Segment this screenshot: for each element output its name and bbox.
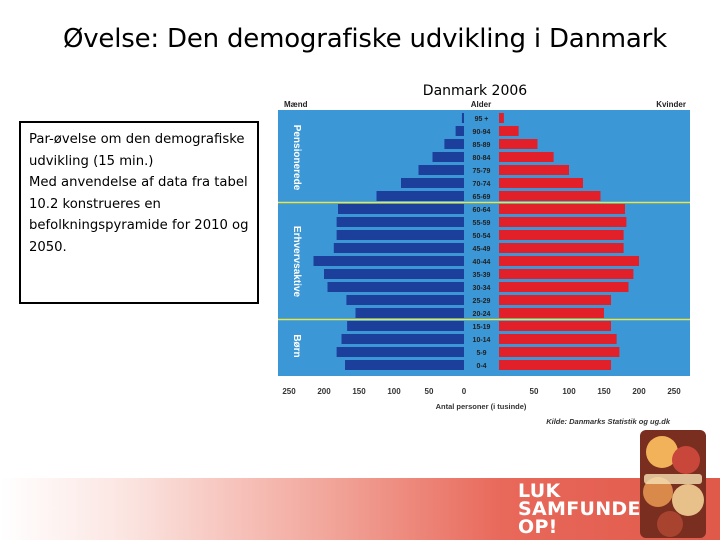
age-tick-label: 90-94 [473,129,491,136]
campaign-logo-line-2: SAMFUNDET [518,498,655,520]
women-label: Kvinder [656,100,686,109]
age-tick-label: 75-79 [473,168,491,175]
men-bar-18 [336,347,464,357]
age-tick-label: 30-34 [473,285,491,292]
men-bar-4 [418,165,464,175]
age-tick-label: 35-39 [473,272,491,279]
age-tick-label: 0-4 [476,363,486,370]
women-bar-2 [499,139,538,149]
women-bar-15 [499,308,604,318]
age-tick-label: 70-74 [473,181,491,188]
footer-band [0,478,720,540]
women-bar-11 [499,256,639,266]
women-bar-13 [499,282,629,292]
x-tick-label: 200 [632,387,646,396]
men-bar-0 [461,113,464,123]
age-tick-label: 85-89 [473,142,491,149]
women-bar-0 [499,113,504,123]
men-bar-17 [341,334,464,344]
x-tick-label: 200 [317,387,331,396]
age-tick-label: 80-84 [473,155,491,162]
age-tick-label: 65-69 [473,194,491,201]
x-tick-label: 50 [425,387,434,396]
age-tick-label: 15-19 [473,324,491,331]
men-bar-6 [376,191,464,201]
women-bar-1 [499,126,519,136]
men-bar-13 [327,282,464,292]
population-pyramid-chart: Mænd Alder Kvinder 95 + 90-94 85-89 80-84 75… [278,100,690,426]
women-bar-5 [499,178,583,188]
men-bar-7 [338,204,464,214]
men-bar-10 [333,243,464,253]
women-bar-4 [499,165,569,175]
slide-title: Øvelse: Den demografiske udvikling i Dan… [62,24,668,54]
women-bar-7 [499,204,625,214]
x-tick-label: 250 [282,387,296,396]
women-bar-12 [499,269,634,279]
age-tick-label: 60-64 [473,207,491,214]
age-tick-label: 10-14 [473,337,491,344]
women-bar-10 [499,243,624,253]
women-bar-14 [499,295,611,305]
campaign-photo-stamp [640,430,706,538]
women-bar-8 [499,217,627,227]
age-tick-label: 40-44 [473,259,491,266]
men-bar-1 [455,126,464,136]
x-tick-label: 100 [387,387,401,396]
men-bar-3 [432,152,464,162]
women-bar-16 [499,321,611,331]
men-bar-12 [324,269,464,279]
campaign-logo-line-1: LUK [518,480,561,502]
x-tick-label: 150 [352,387,366,396]
chart-caption: Danmark 2006 [422,83,528,99]
campaign-logo: LUK SAMFUNDET OP! [518,480,655,538]
men-bar-19 [345,360,464,370]
men-bar-15 [355,308,464,318]
x-tick-label: 50 [530,387,539,396]
age-tick-label: 20-24 [473,311,491,318]
men-bar-2 [444,139,464,149]
group-label-1: Erhvervsaktive [291,226,302,298]
women-bar-3 [499,152,554,162]
age-tick-label: 25-29 [473,298,491,305]
women-bar-18 [499,347,620,357]
men-bar-9 [336,230,464,240]
age-tick-label: 45-49 [473,246,491,253]
women-bar-19 [499,360,611,370]
age-tick-label: 95 + [475,116,489,123]
x-tick-label: 0 [462,387,467,396]
group-label-2: Børn [291,334,302,357]
campaign-logo-line-3: OP! [518,516,558,538]
age-tick-label: 5-9 [476,350,486,357]
women-bar-6 [499,191,601,201]
age-label: Alder [471,100,491,109]
exercise-instructions: Med anvendelse af data fra tabel 10.2 ko… [29,175,249,255]
men-bar-8 [336,217,464,227]
men-bar-14 [346,295,464,305]
women-bar-17 [499,334,617,344]
source-label: Kilde: Danmarks Statistik og ug.dk [546,417,671,426]
men-bar-16 [347,321,464,331]
men-label: Mænd [284,100,308,109]
x-axis-label: Antal personer (i tusinde) [436,402,527,411]
men-bar-5 [401,178,464,188]
x-tick-label: 100 [562,387,576,396]
x-tick-label: 150 [597,387,611,396]
group-label-0: Pensionerede [291,125,302,191]
women-bar-9 [499,230,624,240]
age-tick-label: 55-59 [473,220,491,227]
x-tick-label: 250 [667,387,681,396]
exercise-text-box: Par-øvelse om den demografiske udvikling… [19,121,259,304]
men-bar-11 [313,256,464,266]
exercise-intro: Par-øvelse om den demografiske udvikling… [29,132,245,169]
age-tick-label: 50-54 [473,233,491,240]
